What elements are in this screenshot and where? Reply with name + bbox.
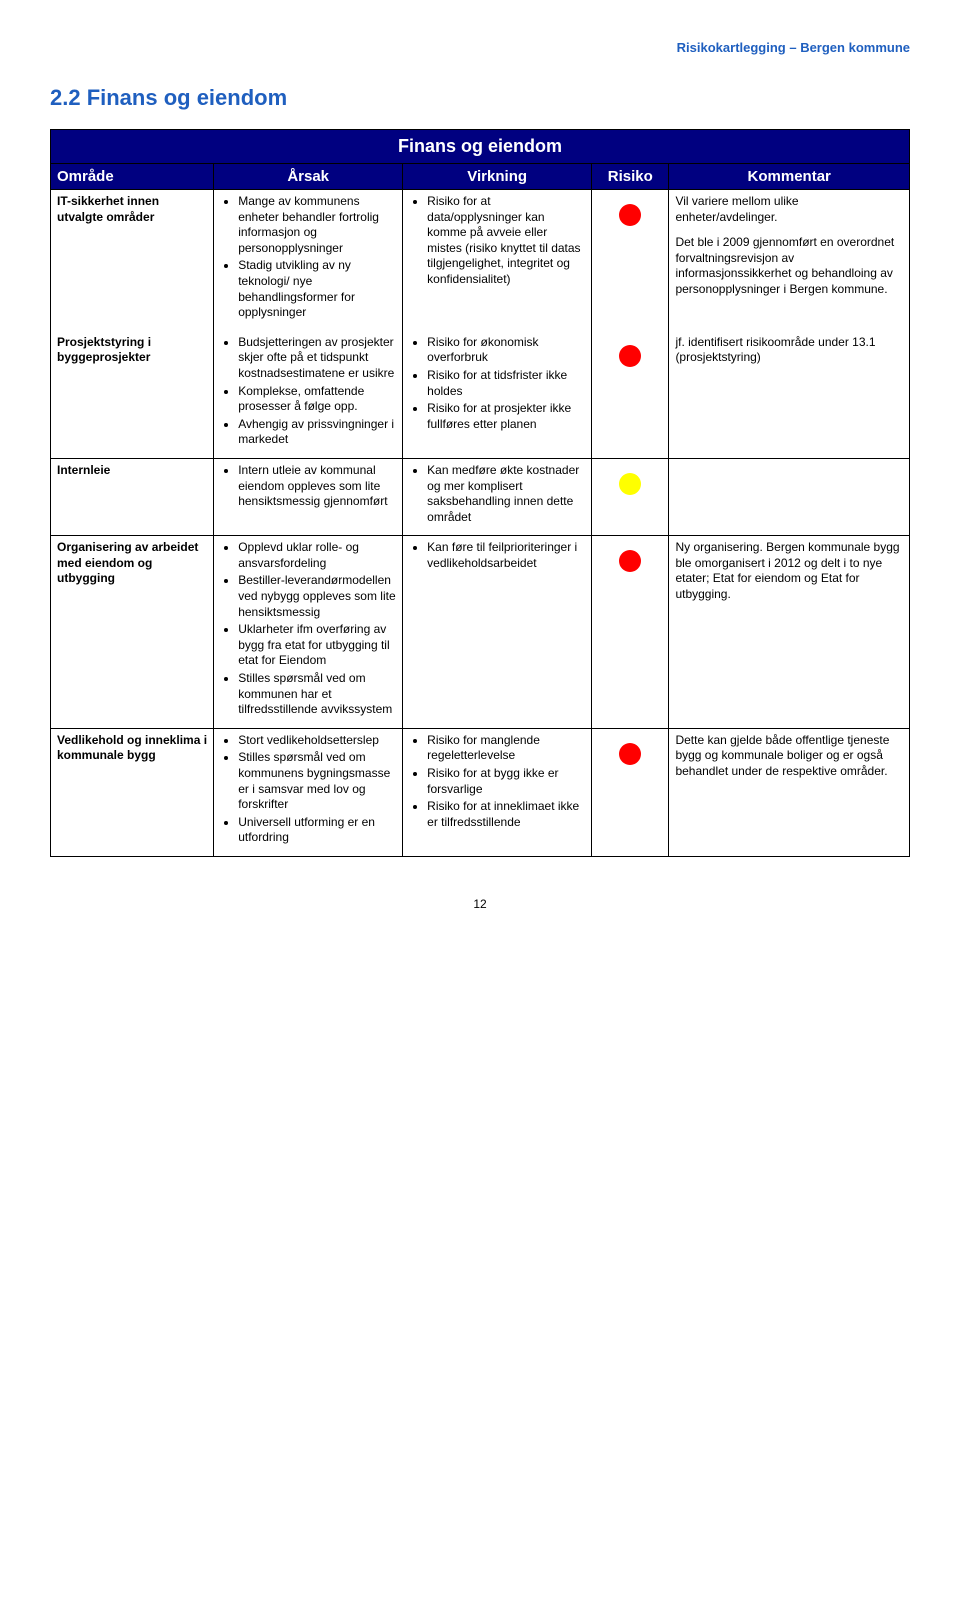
omrade-cell: Prosjektstyring i byggeprosjekter <box>51 331 214 459</box>
list-item: Universell utforming er en utfordring <box>238 815 396 846</box>
list-item: Opplevd uklar rolle- og ansvarsfordeling <box>238 540 396 571</box>
risk-dot-icon <box>619 345 641 367</box>
arsak-cell: Budsjetteringen av prosjekter skjer ofte… <box>214 331 403 459</box>
kommentar-cell: Dette kan gjelde både offentlige tjenest… <box>669 728 910 856</box>
bullet-list: Opplevd uklar rolle- og ansvarsfordeling… <box>220 540 396 718</box>
risiko-cell <box>592 458 669 535</box>
omrade-cell: IT-sikkerhet innen utvalgte områder <box>51 190 214 331</box>
virkning-cell: Risiko for manglende regeletterlevelseRi… <box>403 728 592 856</box>
risk-dot-icon <box>619 550 641 572</box>
list-item: Risiko for at data/opplysninger kan komm… <box>427 194 585 288</box>
kommentar-cell: Vil variere mellom ulike enheter/avdelin… <box>669 190 910 331</box>
document-header: Risikokartlegging – Bergen kommune <box>50 40 910 55</box>
page-number: 12 <box>50 897 910 911</box>
arsak-cell: Opplevd uklar rolle- og ansvarsfordeling… <box>214 536 403 729</box>
table-title-row: Finans og eiendom <box>51 130 910 164</box>
bullet-list: Kan medføre økte kostnader og mer kompli… <box>409 463 585 525</box>
list-item: Risiko for at bygg ikke er forsvarlige <box>427 766 585 797</box>
table-row: Internleie Intern utleie av kommunal eien… <box>51 458 910 535</box>
bullet-list: Risiko for at data/opplysninger kan komm… <box>409 194 585 288</box>
bullet-list: Risiko for manglende regeletterlevelseRi… <box>409 733 585 831</box>
kommentar-cell: Ny organisering. Bergen kommunale bygg b… <box>669 536 910 729</box>
arsak-cell: Mange av kommunens enheter behandler for… <box>214 190 403 331</box>
table-row: Prosjektstyring i byggeprosjekter Budsjet… <box>51 331 910 459</box>
list-item: Budsjetteringen av prosjekter skjer ofte… <box>238 335 396 382</box>
table-row: IT-sikkerhet innen utvalgte områder Mange… <box>51 190 910 331</box>
kommentar-text: Dette kan gjelde både offentlige tjenest… <box>675 733 903 780</box>
list-item: Stort vedlikeholdsetterslep <box>238 733 396 749</box>
bullet-list: Budsjetteringen av prosjekter skjer ofte… <box>220 335 396 448</box>
virkning-cell: Kan føre til feilprioriteringer i vedlik… <box>403 536 592 729</box>
kommentar-text: jf. identifisert risikoområde under 13.1… <box>675 335 903 366</box>
bullet-list: Kan føre til feilprioriteringer i vedlik… <box>409 540 585 571</box>
bullet-list: Stort vedlikeholdsetterslepStilles spørs… <box>220 733 396 846</box>
list-item: Risiko for at tidsfrister ikke holdes <box>427 368 585 399</box>
list-item: Uklarheter ifm overføring av bygg fra et… <box>238 622 396 669</box>
risk-dot-icon <box>619 743 641 765</box>
table-title: Finans og eiendom <box>51 130 910 164</box>
risiko-cell <box>592 190 669 331</box>
col-omrade: Område <box>51 164 214 190</box>
kommentar-text: Vil variere mellom ulike enheter/avdelin… <box>675 194 903 225</box>
bullet-list: Mange av kommunens enheter behandler for… <box>220 194 396 321</box>
list-item: Risiko for at inneklimaet ikke er tilfre… <box>427 799 585 830</box>
col-risiko: Risiko <box>592 164 669 190</box>
list-item: Komplekse, omfattende prosesser å følge … <box>238 384 396 415</box>
table-body: IT-sikkerhet innen utvalgte områder Mange… <box>51 190 910 857</box>
virkning-cell: Kan medføre økte kostnader og mer kompli… <box>403 458 592 535</box>
section-title: 2.2 Finans og eiendom <box>50 85 910 111</box>
arsak-cell: Stort vedlikeholdsetterslepStilles spørs… <box>214 728 403 856</box>
virkning-cell: Risiko for at data/opplysninger kan komm… <box>403 190 592 331</box>
list-item: Kan medføre økte kostnader og mer kompli… <box>427 463 585 525</box>
list-item: Stilles spørsmål ved om kommunens bygnin… <box>238 750 396 812</box>
list-item: Kan føre til feilprioriteringer i vedlik… <box>427 540 585 571</box>
table-header-row: Område Årsak Virkning Risiko Kommentar <box>51 164 910 190</box>
arsak-cell: Intern utleie av kommunal eiendom opplev… <box>214 458 403 535</box>
list-item: Risiko for økonomisk overforbruk <box>427 335 585 366</box>
list-item: Intern utleie av kommunal eiendom opplev… <box>238 463 396 510</box>
list-item: Risiko for at prosjekter ikke fullføres … <box>427 401 585 432</box>
kommentar-text: Ny organisering. Bergen kommunale bygg b… <box>675 540 903 602</box>
risiko-cell <box>592 728 669 856</box>
omrade-cell: Internleie <box>51 458 214 535</box>
risiko-cell <box>592 331 669 459</box>
virkning-cell: Risiko for økonomisk overforbrukRisiko f… <box>403 331 592 459</box>
doc-header-text: Risikokartlegging – Bergen kommune <box>677 40 910 55</box>
kommentar-cell <box>669 458 910 535</box>
omrade-cell: Vedlikehold og inneklima i kommunale byg… <box>51 728 214 856</box>
risiko-cell <box>592 536 669 729</box>
risk-dot-icon <box>619 204 641 226</box>
table-row: Organisering av arbeidet med eiendom og … <box>51 536 910 729</box>
risk-dot-icon <box>619 473 641 495</box>
list-item: Stilles spørsmål ved om kommunen har et … <box>238 671 396 718</box>
list-item: Stadig utvikling av ny teknologi/ nye be… <box>238 258 396 320</box>
list-item: Mange av kommunens enheter behandler for… <box>238 194 396 256</box>
col-virkning: Virkning <box>403 164 592 190</box>
risk-table: Finans og eiendom Område Årsak Virkning … <box>50 129 910 857</box>
col-kommentar: Kommentar <box>669 164 910 190</box>
kommentar-text: Det ble i 2009 gjennomført en overordnet… <box>675 235 903 297</box>
list-item: Risiko for manglende regeletterlevelse <box>427 733 585 764</box>
omrade-cell: Organisering av arbeidet med eiendom og … <box>51 536 214 729</box>
list-item: Bestiller-leverandørmodellen ved nybygg … <box>238 573 396 620</box>
bullet-list: Risiko for økonomisk overforbrukRisiko f… <box>409 335 585 433</box>
kommentar-cell: jf. identifisert risikoområde under 13.1… <box>669 331 910 459</box>
table-row: Vedlikehold og inneklima i kommunale byg… <box>51 728 910 856</box>
bullet-list: Intern utleie av kommunal eiendom opplev… <box>220 463 396 510</box>
list-item: Avhengig av prissvingninger i markedet <box>238 417 396 448</box>
col-arsak: Årsak <box>214 164 403 190</box>
